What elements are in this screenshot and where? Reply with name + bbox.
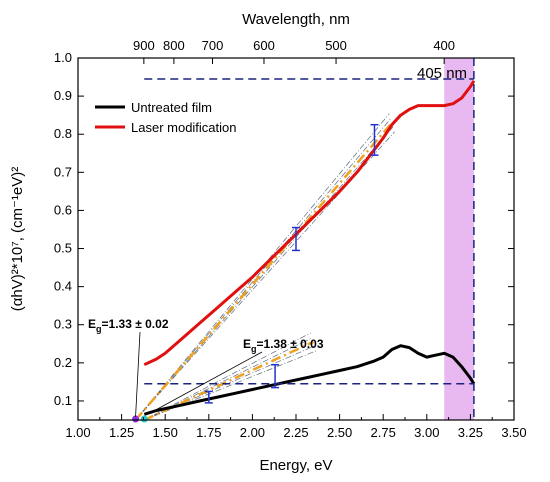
eg2-annotation: Eg=1.38 ± 0.03: [148, 337, 324, 415]
top-tick-label-4: 500: [325, 38, 347, 53]
eg1-leader-line: [135, 331, 141, 418]
wavelength-annotation: 405 nm: [417, 65, 467, 82]
x-tick-label-5: 2.25: [283, 425, 308, 440]
x-axis-title: Energy, eV: [259, 457, 332, 474]
top-tick-label-5: 400: [433, 38, 455, 53]
top-tick-label-1: 800: [163, 38, 185, 53]
y-tick-label-8: 0.9: [54, 88, 72, 103]
series-line-1: [143, 80, 476, 367]
tick-marks: [77, 57, 515, 420]
intercept-markers: [132, 415, 148, 423]
reference-lines: [144, 58, 475, 420]
fit-envelope-1-1: [144, 337, 313, 421]
x-tick-label-4: 2.00: [240, 425, 265, 440]
top-tick-label-0: 900: [133, 38, 155, 53]
y-tick-label-2: 0.3: [54, 317, 72, 332]
legend: Untreated film Laser modification: [95, 100, 237, 135]
eg2-marker: [140, 415, 148, 423]
top-axis-title: Wavelength, nm: [242, 11, 350, 28]
eg1-annotation: Eg=1.33 ± 0.02: [88, 317, 169, 418]
highlight-band: [444, 58, 474, 420]
fit-envelope-1-3: [144, 350, 317, 421]
y-tick-label-1: 0.2: [54, 355, 72, 370]
legend-label-untreated: Untreated film: [131, 100, 212, 115]
x-tick-label-1: 1.25: [109, 425, 134, 440]
top-tick-labels: 900 800 700 600 500 400: [133, 38, 455, 53]
y-tick-label-3: 0.4: [54, 279, 72, 294]
x-tick-labels: 1.00 1.25 1.50 1.75 2.00 2.25 2.50 2.75 3.00 3.25…: [65, 425, 526, 440]
fit-envelope-0-2: [135, 126, 394, 421]
y-tick-label-9: 1.0: [54, 50, 72, 65]
y-tick-label-4: 0.5: [54, 241, 72, 256]
fit-envelope-0-1: [135, 118, 391, 421]
top-tick-label-3: 600: [253, 38, 275, 53]
x-tick-label-3: 1.75: [196, 425, 221, 440]
top-tick-label-2: 700: [202, 38, 224, 53]
x-tick-label-9: 3.25: [458, 425, 483, 440]
error-bars: [204, 123, 379, 404]
x-tick-label-6: 2.50: [327, 425, 352, 440]
eg2-label: Eg=1.38 ± 0.03: [243, 337, 324, 354]
x-tick-label-10: 3.50: [501, 425, 526, 440]
y-tick-label-0: 0.1: [54, 393, 72, 408]
x-tick-label-8: 3.00: [414, 425, 439, 440]
y-tick-labels: 0.1 0.2 0.3 0.4 0.5 0.6 0.7 0.8 0.9 1.0: [54, 50, 72, 408]
series-lines: [143, 80, 476, 416]
x-tick-label-0: 1.00: [65, 425, 90, 440]
y-tick-label-5: 0.6: [54, 202, 72, 217]
eg1-label: Eg=1.33 ± 0.02: [88, 317, 169, 334]
legend-label-laser: Laser modification: [131, 120, 237, 135]
y-axis-title: (αhV)²*10⁷, (cm⁻¹eV)²: [9, 167, 26, 312]
x-tick-label-7: 2.75: [371, 425, 396, 440]
fit-envelope-1-0: [144, 332, 311, 421]
y-tick-label-7: 0.8: [54, 126, 72, 141]
fit-line-1: [143, 340, 314, 422]
eg1-marker: [132, 415, 140, 423]
eg2-leader-line: [148, 351, 263, 415]
fit-lines: [134, 113, 395, 422]
fit-line-0: [134, 121, 393, 421]
y-tick-label-6: 0.7: [54, 164, 72, 179]
series-line-0: [143, 344, 476, 416]
x-tick-label-2: 1.50: [153, 425, 178, 440]
